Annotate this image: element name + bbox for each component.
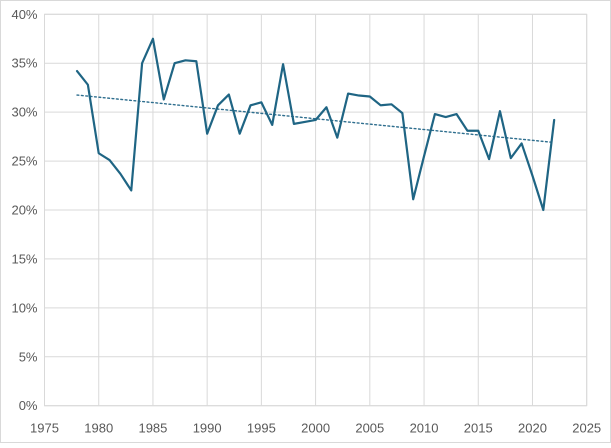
x-tick-label: 2020: [518, 421, 547, 436]
x-tick-label: 2015: [464, 421, 493, 436]
y-tick-label: 15%: [11, 251, 37, 266]
y-tick-label: 30%: [11, 105, 37, 120]
y-tick-label: 0%: [19, 398, 38, 413]
x-tick-label: 1985: [138, 421, 167, 436]
y-tick-label: 5%: [19, 349, 38, 364]
x-tick-label: 2025: [572, 421, 601, 436]
x-tick-label: 2005: [355, 421, 384, 436]
y-tick-label: 40%: [11, 7, 37, 22]
x-tick-label: 1980: [84, 421, 113, 436]
y-tick-label: 35%: [11, 56, 37, 71]
x-tick-label: 1990: [193, 421, 222, 436]
x-tick-label: 2000: [301, 421, 330, 436]
y-tick-label: 10%: [11, 300, 37, 315]
data-series-line: [75, 37, 556, 212]
y-tick-label: 20%: [11, 203, 37, 218]
plot-area-border: [44, 13, 588, 407]
x-tick-label: 1975: [30, 421, 59, 436]
y-axis-labels: 0% 5% 10% 15% 20% 25% 30% 35% 40%: [11, 7, 37, 413]
x-tick-label: 1995: [247, 421, 276, 436]
y-tick-label: 25%: [11, 154, 37, 169]
x-tick-label: 2010: [410, 421, 439, 436]
x-gridlines: [44, 14, 588, 406]
x-axis-labels: 1975 1980 1985 1990 1995 2000 2005 2010 2015 2020…: [30, 421, 601, 436]
